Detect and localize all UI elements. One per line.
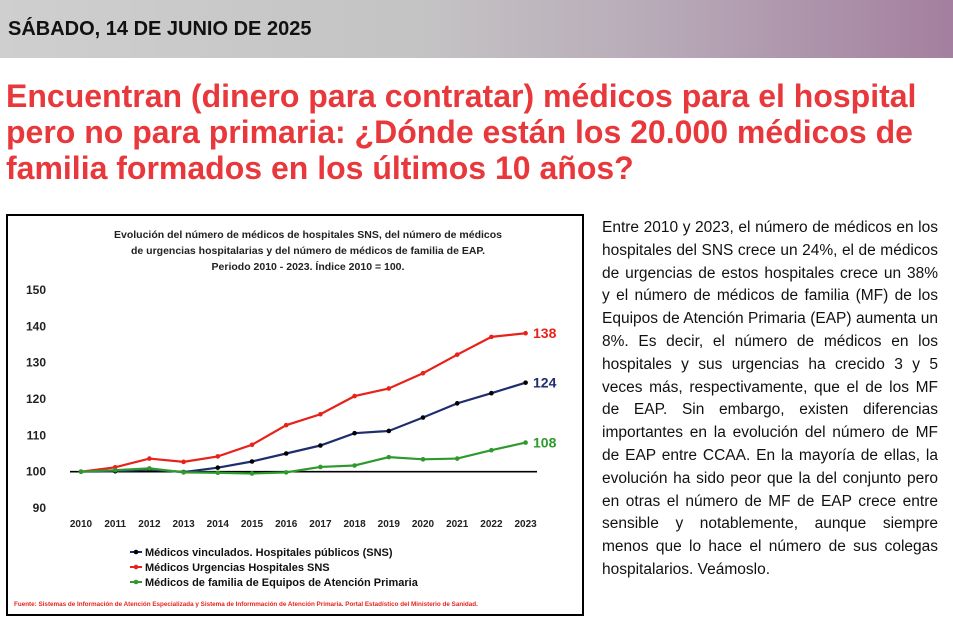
data-point (78, 469, 84, 474)
article-headline[interactable]: Encuentran (dinero para contratar) médic… (6, 78, 917, 186)
legend-marker (133, 579, 139, 585)
series-line (80, 441, 526, 475)
data-point (283, 422, 289, 428)
data-point (147, 456, 152, 461)
series-line (80, 332, 526, 473)
x-tick-label: 2013 (172, 519, 195, 530)
x-tick-label: 2022 (480, 519, 503, 530)
data-point (249, 442, 255, 448)
data-point (318, 411, 323, 417)
data-point (523, 440, 528, 445)
series-end-label: 108 (533, 435, 557, 451)
data-point (181, 470, 186, 475)
line-chart: Evolución del número de médicos de hospi… (14, 229, 557, 608)
data-point (147, 466, 152, 471)
y-tick-label: 90 (33, 501, 47, 515)
data-point (318, 443, 323, 448)
data-point (215, 454, 221, 459)
chart-title-group: Evolución del número de médicos de hospi… (114, 229, 502, 273)
chart-title-line: Periodo 2010 - 2023. Índice 2010 = 100. (212, 260, 405, 273)
legend-label: Médicos Urgencias Hospitales SNS (145, 562, 330, 574)
data-point (215, 470, 221, 476)
legend-label: Médicos vinculados. Hospitales públicos … (145, 547, 393, 559)
data-point (283, 451, 289, 456)
x-tick-label: 2019 (378, 519, 401, 530)
data-point (386, 454, 392, 460)
x-tick-label: 2011 (104, 519, 126, 530)
chart-title-line: Evolución del número de médicos de hospi… (114, 229, 502, 241)
x-tick-label: 2010 (70, 519, 93, 530)
x-tick-label: 2016 (275, 519, 298, 530)
y-tick-label: 120 (26, 392, 46, 406)
date-label: SÁBADO, 14 DE JUNIO DE 2025 (8, 18, 312, 40)
x-tick-label: 2012 (138, 519, 161, 530)
data-point (454, 456, 460, 461)
data-point (386, 428, 392, 434)
data-point (352, 393, 357, 399)
data-point (352, 430, 357, 436)
data-point (283, 470, 289, 475)
data-point (420, 415, 426, 420)
data-point (454, 401, 460, 406)
data-point (523, 380, 528, 385)
chart-source-note: Fuente: Sistemas de Información de Atenc… (14, 601, 478, 608)
y-tick-label: 150 (26, 283, 46, 297)
x-tick-label: 2017 (309, 519, 332, 530)
data-point (215, 465, 221, 470)
chart-figure: Evolución del número de médicos de hospi… (6, 214, 584, 616)
data-point (112, 467, 118, 473)
data-point (454, 352, 460, 357)
legend-marker (133, 564, 139, 570)
data-point (489, 447, 494, 453)
legend-label: Médicos de familia de Equipos de Atenció… (145, 577, 419, 589)
data-point (489, 390, 494, 396)
chart-title-line: de urgencias hospitalarias y del número … (131, 245, 485, 257)
article-paragraph: Entre 2010 y 2023, el número de médicos … (602, 219, 938, 578)
chart-legend: Médicos vinculados. Hospitales públicos … (130, 547, 419, 589)
data-point (420, 370, 426, 376)
chart-series-group: 124 138 108 (78, 325, 557, 476)
series-end-label: 124 (533, 375, 557, 391)
data-point (420, 457, 426, 462)
data-point (523, 330, 528, 336)
series-end-label: 138 (533, 325, 557, 341)
data-point (181, 459, 186, 465)
x-tick-label: 2014 (207, 519, 230, 530)
data-point (386, 386, 392, 391)
x-tick-label: 2020 (412, 519, 435, 530)
date-banner: SÁBADO, 14 DE JUNIO DE 2025 (0, 0, 953, 58)
legend-marker (133, 549, 139, 555)
data-point (249, 459, 255, 464)
y-tick-label: 130 (26, 356, 46, 370)
data-point (352, 463, 357, 468)
x-tick-label: 2018 (343, 519, 366, 530)
y-tick-label: 140 (26, 319, 46, 333)
chart-axes: 150 140 130 120 110 100 90 2010 2011 2012 2013 2014… (26, 283, 537, 530)
y-tick-label: 100 (26, 465, 46, 479)
y-tick-label: 110 (27, 428, 47, 442)
x-tick-label: 2015 (241, 519, 264, 530)
data-point (318, 464, 323, 470)
data-point (489, 334, 494, 340)
x-tick-label: 2023 (514, 519, 537, 530)
x-tick-label: 2021 (446, 519, 469, 530)
data-point (249, 471, 255, 476)
